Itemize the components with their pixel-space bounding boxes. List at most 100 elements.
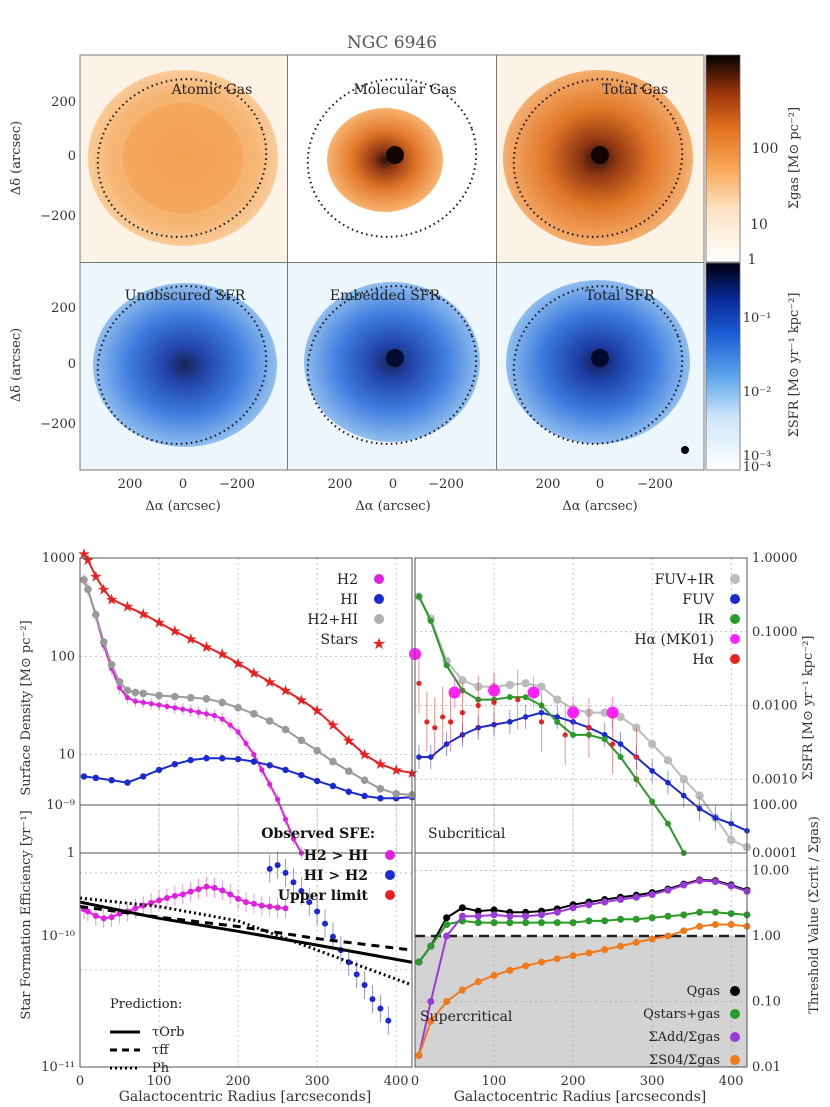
data-point — [649, 768, 655, 774]
legend-marker — [385, 870, 395, 880]
data-point — [586, 725, 592, 731]
data-point — [569, 919, 577, 927]
data-point — [711, 877, 719, 885]
data-point: ★ — [247, 664, 260, 682]
gas-colorbar — [705, 54, 741, 263]
data-point — [474, 907, 482, 915]
data-point — [107, 661, 116, 669]
x-tick: −200 — [219, 477, 255, 492]
data-point — [664, 820, 671, 827]
y-tick-label: 0.0100 — [752, 699, 798, 714]
data-point — [116, 910, 123, 917]
y-tick-label: 1 — [67, 846, 75, 861]
data-point — [123, 686, 132, 695]
data-point — [171, 760, 179, 768]
data-point — [265, 717, 274, 725]
data-point — [80, 576, 88, 584]
legend-marker — [730, 1032, 740, 1042]
data-point — [140, 699, 146, 706]
data-point — [250, 710, 258, 718]
data-point — [116, 685, 123, 691]
panel-label: Total SFR — [585, 288, 655, 304]
data-point — [415, 1051, 423, 1059]
colorbar-tick: 10⁻³ — [743, 449, 772, 464]
data-point — [427, 998, 435, 1005]
x-axis-label: Δα (arcsec) — [562, 499, 637, 514]
colorbar-tick: 1 — [748, 252, 757, 268]
sfr-colorbar — [705, 262, 741, 471]
data-point — [202, 694, 211, 703]
galaxy-ellipse — [96, 285, 268, 445]
data-point — [163, 895, 170, 902]
y-tick: 200 — [51, 301, 76, 316]
data-point — [474, 912, 482, 920]
data-point — [377, 795, 384, 802]
data-point — [711, 908, 719, 916]
y-tick-label: 100 — [50, 649, 75, 664]
data-point: ★ — [200, 638, 213, 656]
panel-label: Molecular Gas — [353, 82, 456, 98]
y-tick-label: 10⁻¹¹ — [41, 1060, 75, 1075]
data-point: ★ — [137, 605, 150, 623]
legend-label: Qstars+gas — [643, 1007, 720, 1022]
data-point — [108, 776, 115, 784]
colorbar-tick: 10⁻² — [743, 385, 772, 400]
data-point — [712, 815, 719, 821]
data-point — [132, 905, 139, 912]
galaxy-ellipse — [512, 78, 684, 238]
data-point — [633, 754, 639, 760]
data-point — [92, 912, 99, 919]
galaxy-ellipse — [96, 78, 268, 238]
data-point — [369, 996, 376, 1003]
data-point — [227, 891, 234, 898]
data-point: ★ — [105, 590, 118, 608]
data-point — [227, 722, 233, 728]
data-point — [522, 694, 529, 701]
data-point: ★ — [358, 746, 371, 764]
data-point — [727, 920, 735, 928]
data-point — [172, 705, 178, 711]
legend-title: Observed SFE: — [261, 826, 375, 842]
plot-frame — [414, 804, 748, 1068]
data-point — [195, 709, 202, 715]
data-point — [727, 910, 735, 918]
data-point — [250, 900, 257, 907]
data-point — [537, 919, 545, 927]
data-point — [156, 897, 163, 904]
legend-marker — [730, 1009, 740, 1019]
data-point — [570, 731, 577, 738]
data-point: ★ — [216, 645, 229, 663]
data-point — [617, 942, 625, 950]
data-point — [506, 912, 514, 920]
data-point — [515, 697, 521, 703]
data-point — [680, 881, 688, 889]
y-axis-label: Threshold Value (Σcrit / Σgas) — [807, 816, 822, 1014]
x-tick-label: 400 — [384, 1074, 409, 1089]
data-point — [711, 920, 719, 928]
data-point — [663, 756, 673, 765]
y-tick-label: 10⁻⁹ — [46, 798, 75, 813]
gas-map-row: Atomic Gas Molecular Gas Total Gas 100 1… — [9, 54, 802, 268]
data-point — [218, 698, 227, 707]
data-point — [282, 905, 289, 912]
data-point — [282, 766, 289, 774]
data-point — [250, 758, 258, 765]
data-point — [664, 912, 672, 920]
data-point: ★ — [295, 691, 308, 709]
legend-marker — [730, 594, 740, 604]
data-point — [537, 911, 545, 919]
data-point — [313, 746, 321, 755]
data-point: ★ — [184, 630, 197, 648]
data-point — [617, 741, 624, 747]
data-point — [186, 693, 195, 702]
data-point — [92, 774, 100, 782]
y-tick-label: 1.0000 — [752, 551, 798, 566]
data-point — [99, 638, 108, 646]
data-point — [527, 686, 540, 699]
y-tick-label: 1.00 — [752, 929, 781, 944]
figure-title: NGC 6946 — [347, 33, 437, 53]
x-tick-label: 100 — [147, 1074, 172, 1089]
data-point — [696, 922, 704, 930]
series-line — [418, 711, 748, 832]
data-point — [649, 798, 656, 805]
